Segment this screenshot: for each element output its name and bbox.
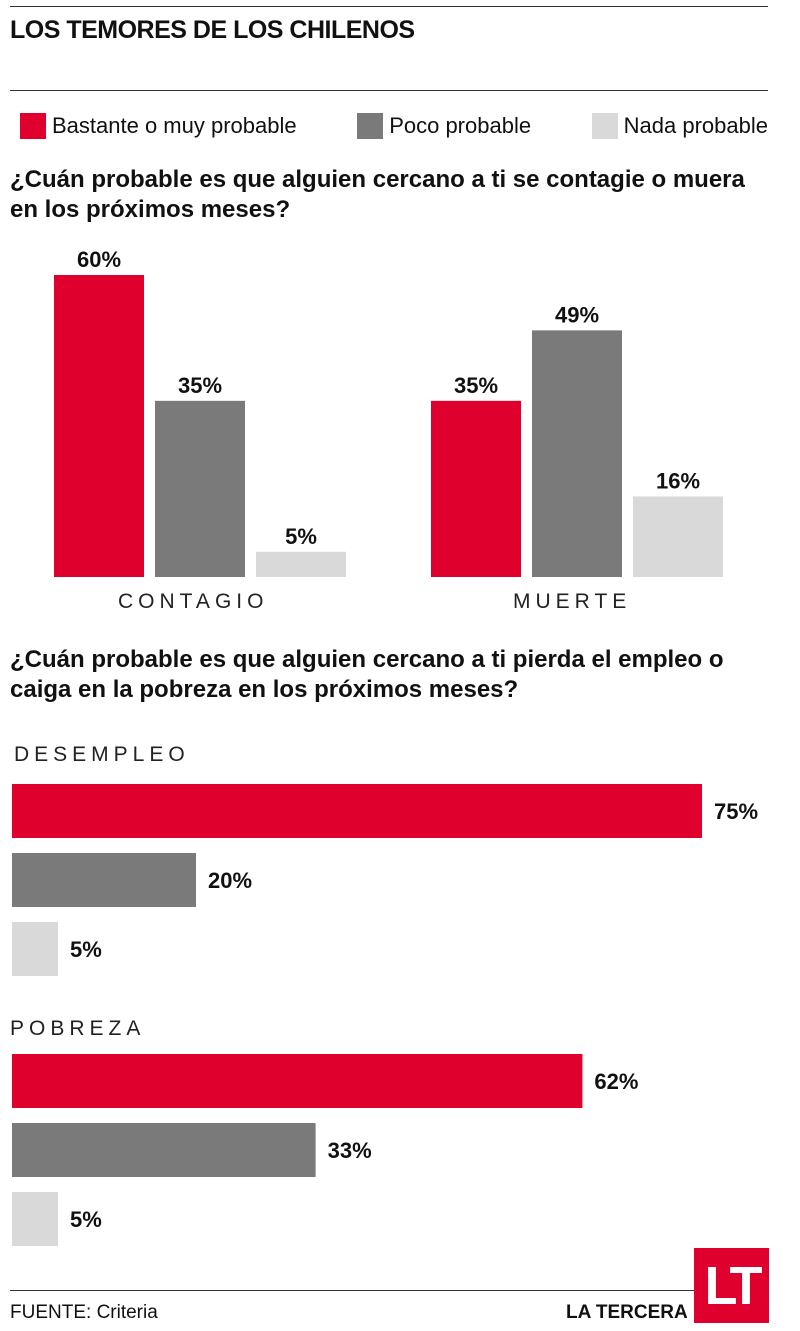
value-label-pobreza-poco-probable: 33% bbox=[328, 1138, 372, 1163]
value-label-contagio-poco-probable: 35% bbox=[178, 373, 222, 398]
source-name: Criteria bbox=[96, 1302, 158, 1323]
value-label-contagio-nada-probable: 5% bbox=[285, 524, 317, 549]
legend: Bastante o muy probable Poco probable Na… bbox=[20, 113, 768, 139]
footer-rule bbox=[10, 1290, 768, 1291]
value-label-muerte-poco-probable: 49% bbox=[555, 302, 599, 327]
bar-contagio-poco-probable bbox=[155, 400, 245, 577]
legend-item-nada-probable: Nada probable bbox=[591, 113, 768, 139]
bar-muerte-muy-probable bbox=[431, 400, 521, 577]
legend-label: Bastante o muy probable bbox=[52, 113, 297, 138]
value-label-desempleo-muy-probable: 75% bbox=[714, 799, 758, 824]
bar-contagio-muy-probable bbox=[54, 275, 144, 577]
value-label-pobreza-muy-probable: 62% bbox=[594, 1069, 638, 1094]
question-empleo-pobreza: ¿Cuán probable es que alguien cercano a … bbox=[10, 646, 724, 703]
category-label-contagio: CONTAGIO bbox=[118, 590, 269, 613]
bar-muerte-poco-probable bbox=[532, 330, 622, 577]
bar-desempleo-nada-probable bbox=[12, 922, 58, 976]
bar-contagio-nada-probable bbox=[256, 551, 346, 577]
legend-swatch-red bbox=[20, 113, 46, 139]
top-rule bbox=[10, 6, 768, 7]
value-label-pobreza-nada-probable: 5% bbox=[70, 1207, 102, 1232]
title-rule bbox=[10, 90, 768, 91]
la-tercera-logo: LT bbox=[694, 1248, 769, 1323]
category-label-pobreza: POBREZA bbox=[10, 1017, 146, 1040]
bar-pobreza-poco-probable bbox=[12, 1123, 316, 1177]
bar-muerte-nada-probable bbox=[633, 496, 723, 577]
source-label: FUENTE: bbox=[10, 1302, 92, 1323]
bar-desempleo-poco-probable bbox=[12, 853, 196, 907]
legend-label: Nada probable bbox=[623, 113, 768, 138]
question-contagio-muerte: ¿Cuán probable es que alguien cercano a … bbox=[10, 166, 745, 223]
legend-item-poco-probable: Poco probable bbox=[357, 113, 531, 139]
legend-swatch-light bbox=[591, 113, 618, 139]
value-label-muerte-nada-probable: 16% bbox=[656, 468, 700, 493]
value-label-muerte-muy-probable: 35% bbox=[454, 373, 498, 398]
value-label-desempleo-nada-probable: 5% bbox=[70, 937, 102, 962]
bar-pobreza-nada-probable bbox=[12, 1192, 58, 1246]
value-label-contagio-muy-probable: 60% bbox=[77, 247, 121, 272]
brand-name: LA TERCERA bbox=[566, 1302, 688, 1323]
chart-title: LOS TEMORES DE LOS CHILENOS bbox=[10, 16, 415, 44]
source-note: FUENTE: Criteria bbox=[10, 1302, 158, 1324]
category-label-desempleo: DESEMPLEO bbox=[14, 743, 190, 766]
bar-desempleo-muy-probable bbox=[12, 784, 702, 838]
legend-swatch-gray bbox=[357, 113, 384, 139]
legend-item-muy-probable: Bastante o muy probable bbox=[20, 113, 297, 139]
legend-label: Poco probable bbox=[389, 113, 532, 138]
category-label-muerte: MUERTE bbox=[513, 590, 632, 613]
bar-pobreza-muy-probable bbox=[12, 1054, 583, 1108]
value-label-desempleo-poco-probable: 20% bbox=[208, 868, 252, 893]
